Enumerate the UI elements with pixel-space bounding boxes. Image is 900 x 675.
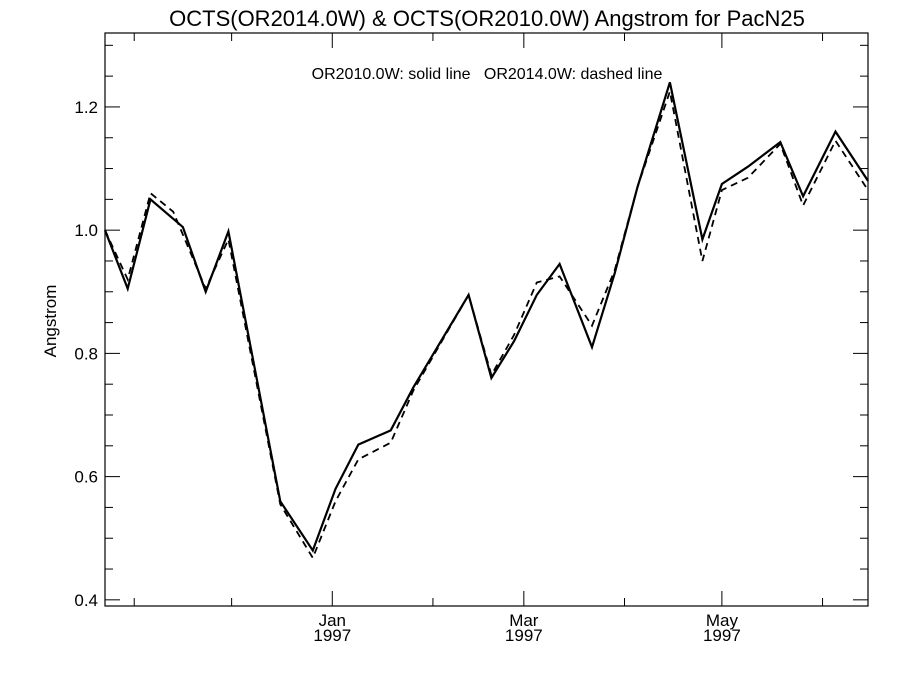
series-legend-annotation: OR2010.0W: solid line OR2014.0W: dashed … (312, 66, 663, 83)
series-line-or2010-0w (103, 81, 869, 553)
x-tick-label-year: 1997 (313, 626, 351, 645)
series-lines (103, 81, 869, 560)
y-tick-label: 1.2 (74, 98, 98, 117)
y-tick-label: 0.8 (74, 344, 98, 363)
y-tick-label: 0.6 (74, 468, 98, 487)
x-tick-label-month: Jan (319, 611, 346, 630)
x-tick-label-year: 1997 (703, 626, 741, 645)
y-axis-label: Angstrom (41, 285, 60, 358)
plot-frame (104, 32, 869, 607)
series-line-or2014-0w (104, 87, 869, 560)
x-tick-label-month: May (706, 611, 739, 630)
x-tick-label-year: 1997 (505, 626, 543, 645)
axis-ticks (105, 33, 868, 606)
y-tick-label: 1.0 (74, 221, 98, 240)
y-tick-labels: 0.4 0.6 0.8 1.0 1.2 (74, 98, 98, 610)
chart-title: OCTS(OR2014.0W) & OCTS(OR2010.0W) Angstr… (169, 6, 805, 31)
y-tick-label: 0.4 (74, 591, 98, 610)
x-tick-label-month: Mar (509, 611, 539, 630)
